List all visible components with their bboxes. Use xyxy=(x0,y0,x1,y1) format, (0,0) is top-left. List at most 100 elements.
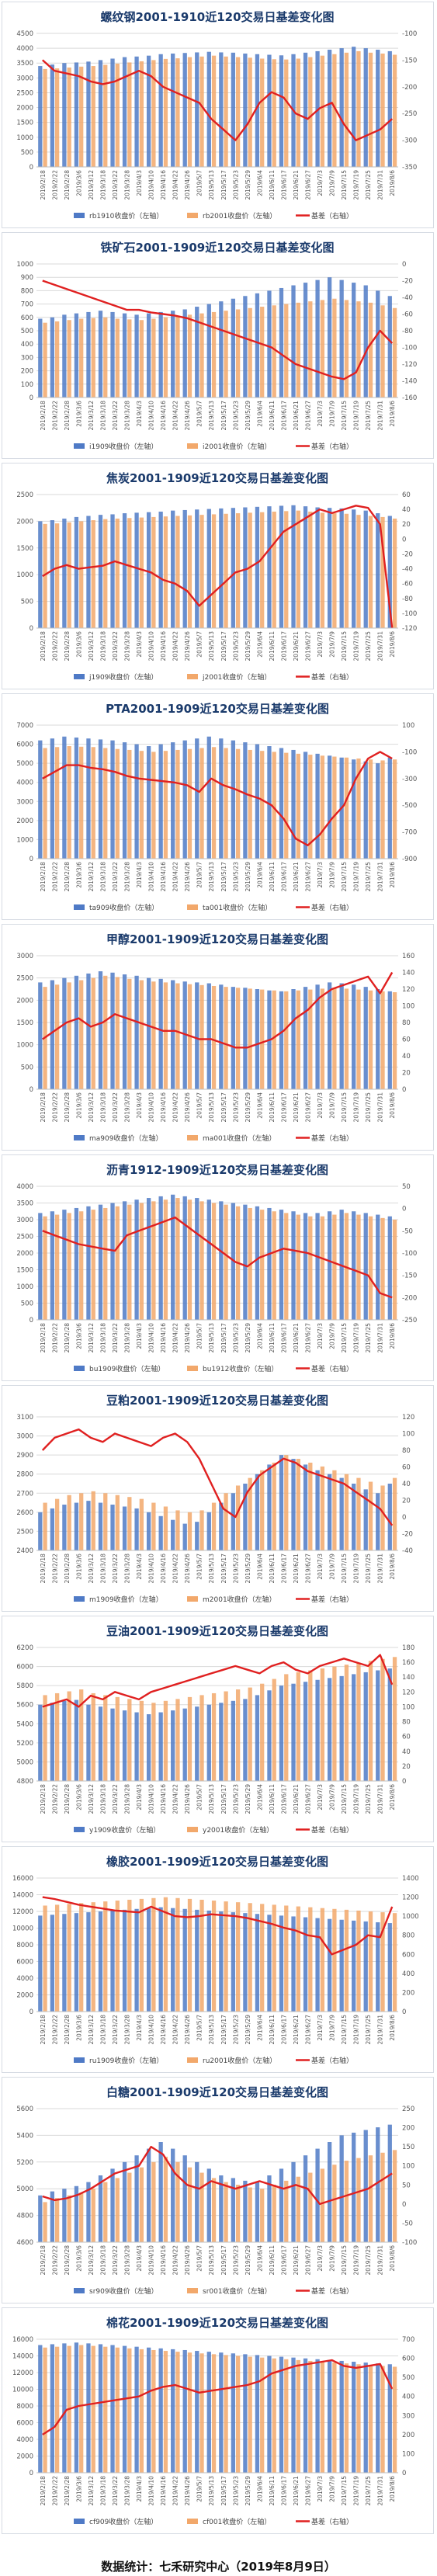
near-contract-bar xyxy=(182,309,187,398)
near-contract-bar xyxy=(267,1207,272,1320)
right-axis-tick: 250 xyxy=(402,2106,414,2113)
x-axis-date-label: 2019/3/12 xyxy=(88,170,95,200)
basis-line xyxy=(42,279,394,380)
near-contract-bar xyxy=(327,1918,332,2012)
far-contract-bar xyxy=(320,55,325,168)
near-contract-bar xyxy=(255,1474,260,1550)
basis-line xyxy=(42,2359,394,2435)
far-contract-bar xyxy=(54,2198,60,2242)
far-contract-bar xyxy=(211,2354,217,2473)
left-axis-tick: 3000 xyxy=(16,75,33,82)
near-contract-bar xyxy=(291,1459,296,1550)
x-axis-date-label: 2019/5/23 xyxy=(232,2015,239,2045)
near-contract-bar xyxy=(195,307,199,398)
right-axis-tick: -40 xyxy=(402,294,413,302)
x-axis-date-label: 2019/5/23 xyxy=(232,401,239,431)
x-axis-date-label: 2019/7/31 xyxy=(377,1554,384,1584)
left-axis-tick: 5000 xyxy=(16,760,33,768)
near-contract-bar xyxy=(327,755,332,859)
x-axis-date-label: 2019/5/17 xyxy=(220,170,227,200)
near-contract-bar xyxy=(315,1918,320,2012)
near-contract-bar xyxy=(98,311,103,398)
far-contract-bar xyxy=(67,2195,71,2242)
far-contract-bar xyxy=(332,2362,337,2473)
x-axis-date-label: 2019/2/18 xyxy=(40,170,47,200)
x-axis-date-label: 2019/3/28 xyxy=(124,2476,131,2506)
near-contract-bar xyxy=(339,279,344,398)
near-contract-bar xyxy=(110,1203,115,1320)
right-axis-tick: 0 xyxy=(402,1778,406,1786)
far-contract-bar xyxy=(175,516,180,628)
far-contract-bar xyxy=(260,2357,265,2473)
near-contract-bar xyxy=(62,1914,67,2012)
near-contract-bar xyxy=(315,2148,320,2242)
near-contract-bar xyxy=(98,60,103,168)
legend-label: 基差（右轴） xyxy=(311,1595,353,1604)
left-axis-tick: 1500 xyxy=(16,545,33,553)
right-axis-tick: -60 xyxy=(402,581,413,588)
far-contract-bar xyxy=(211,1901,217,2012)
x-axis-date-label: 2019/6/21 xyxy=(293,631,300,661)
left-axis-tick: 900 xyxy=(21,274,33,282)
x-axis-date-label: 2019/4/3 xyxy=(136,2245,143,2272)
x-axis-date-label: 2019/5/29 xyxy=(245,1784,251,1814)
legend-label: i1909收盘价（左轴） xyxy=(89,442,158,451)
right-axis-tick: -80 xyxy=(402,328,413,335)
far-contract-bar xyxy=(127,1699,132,1781)
left-axis-tick: 6000 xyxy=(16,741,33,749)
x-axis-date-label: 2019/5/7 xyxy=(196,401,203,427)
far-contract-bar xyxy=(272,305,276,398)
far-contract-bar xyxy=(67,1495,71,1550)
near-contract-bar xyxy=(279,55,284,167)
left-axis-tick: 0 xyxy=(29,1317,33,1324)
far-contract-bar xyxy=(175,1897,180,2012)
right-axis-tick: 500 xyxy=(402,2374,414,2382)
near-contract-bar xyxy=(206,736,211,859)
far-contract-bar xyxy=(332,513,337,628)
far-contract-bar xyxy=(368,516,373,628)
near-contract-bar xyxy=(182,53,187,167)
x-axis-date-label: 2019/4/10 xyxy=(148,862,155,892)
x-axis-date-label: 2019/2/22 xyxy=(51,2245,58,2276)
x-axis-date-label: 2019/4/16 xyxy=(160,2015,167,2045)
near-contract-bar xyxy=(363,48,368,167)
near-contract-bar xyxy=(219,2352,224,2473)
near-contract-bar xyxy=(110,1910,115,2012)
right-axis-tick: 60 xyxy=(402,1464,411,1472)
near-contract-bar xyxy=(50,1211,54,1320)
basis-line xyxy=(42,59,393,141)
far-contract-bar xyxy=(272,1211,276,1320)
far-contract-bar xyxy=(175,1699,180,1781)
near-contract-bar xyxy=(219,984,224,1089)
x-axis-date-label: 2019/7/25 xyxy=(365,170,372,200)
far-contract-bar xyxy=(115,1206,120,1320)
far-contract-bar xyxy=(211,1692,217,1781)
x-axis-date-label: 2019/4/16 xyxy=(160,401,167,431)
far-contract-bar xyxy=(127,978,132,1089)
far-contract-bar xyxy=(235,1485,241,1550)
far-contract-bar xyxy=(380,516,385,628)
far-contract-bar xyxy=(380,991,385,1089)
near-contract-bar xyxy=(146,1714,151,1781)
far-contract-bar xyxy=(296,1459,300,1550)
x-axis-date-label: 2019/3/18 xyxy=(99,631,106,661)
legend-label: y1909收盘价（左轴） xyxy=(89,1825,160,1835)
far-contract-bar xyxy=(54,984,60,1089)
near-contract-bar xyxy=(243,1484,248,1550)
near-contract-bar xyxy=(122,2345,127,2473)
far-contract-bar xyxy=(54,1498,60,1550)
far-contract-bar xyxy=(332,2165,337,2242)
legend-label: 基差（右轴） xyxy=(311,2517,353,2526)
x-axis-date-label: 2019/4/22 xyxy=(172,1554,179,1584)
near-contract-bar xyxy=(182,1523,187,1550)
far-contract-bar xyxy=(332,1666,337,1781)
far-contract-bar xyxy=(103,317,108,398)
left-axis-tick: 5600 xyxy=(16,1702,33,1710)
x-axis-date-label: 2019/5/23 xyxy=(232,1323,239,1353)
x-axis-date-label: 2019/6/4 xyxy=(256,1554,263,1580)
chart-title: 白糖2001-1909近120交易日基差变化图 xyxy=(106,2085,328,2099)
left-axis-tick: 5800 xyxy=(16,1682,33,1690)
far-contract-bar xyxy=(67,320,71,398)
far-contract-bar xyxy=(224,56,228,168)
x-axis-date-label: 2019/4/16 xyxy=(160,631,167,661)
